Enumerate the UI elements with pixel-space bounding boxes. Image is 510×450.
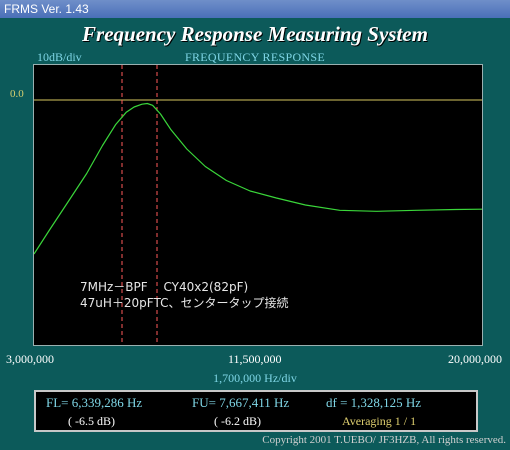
window-title: FRMS Ver. 1.43	[4, 2, 89, 16]
plot-note-line-1: 7MHz－BPF CY40x2(82pF)	[80, 280, 249, 294]
x-end-label: 20,000,000	[448, 352, 502, 366]
averaging-readout: Averaging 1 / 1	[342, 414, 417, 428]
plot-area	[33, 64, 483, 346]
response-trace-0	[34, 102, 482, 255]
fu-db-readout: ( -6.2 dB)	[214, 414, 261, 428]
fu-readout: FU= 7,667,411 Hz	[192, 395, 290, 410]
readout-panel: FL= 6,339,286 Hz ( -6.5 dB) FU= 7,667,41…	[34, 390, 478, 432]
fl-db-readout: ( -6.5 dB)	[68, 414, 115, 428]
plot-note-line-2: 47uH＋20pFTC、センタータップ接続	[80, 296, 289, 310]
frequency-response-plot	[34, 65, 482, 345]
x-mid-label: 11,500,000	[228, 352, 282, 366]
reference-level-label: 0.0	[10, 88, 24, 100]
graph-title: FREQUENCY RESPONSE	[185, 50, 325, 64]
df-readout: df = 1,328,125 Hz	[326, 395, 422, 410]
app-title: Frequency Response Measuring System	[82, 22, 428, 46]
window-titlebar[interactable]: FRMS Ver. 1.43	[0, 0, 510, 18]
copyright-text: Copyright 2001 T.UEBO/ JF3HZB, All right…	[262, 434, 506, 446]
x-division-label: 1,700,000 Hz/div	[213, 371, 297, 385]
y-scale-label: 10dB/div	[37, 50, 82, 64]
fl-readout: FL= 6,339,286 Hz	[46, 395, 143, 410]
x-start-label: 3,000,000	[6, 352, 54, 366]
